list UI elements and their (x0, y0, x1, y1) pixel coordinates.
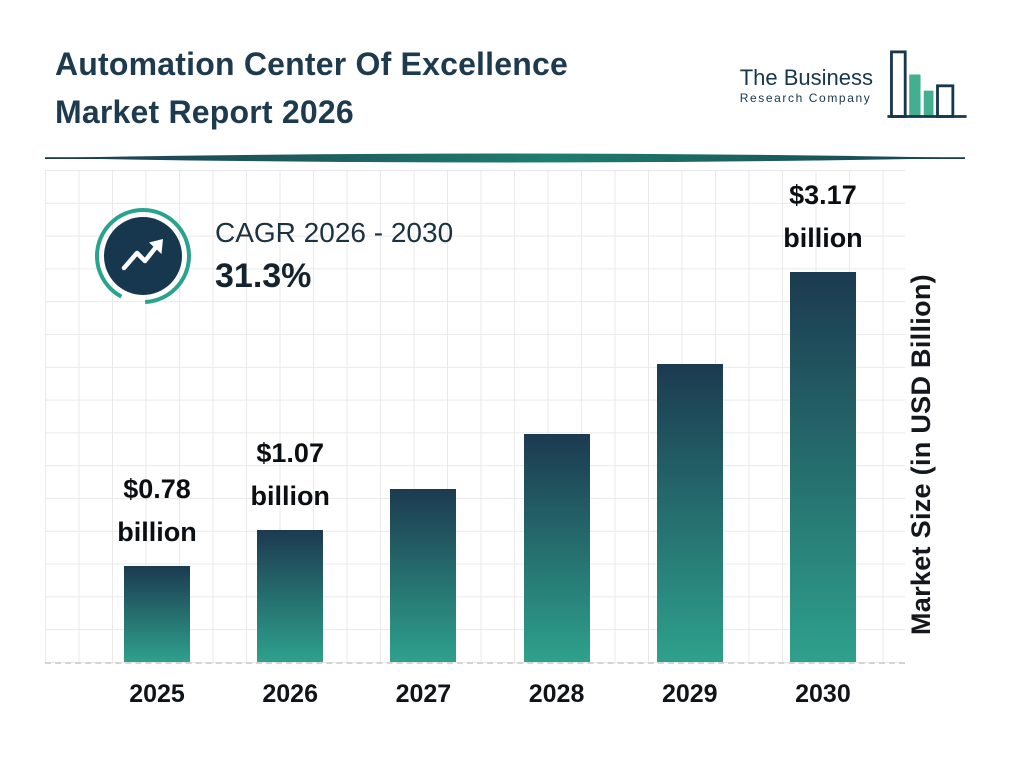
bar-2026 (257, 530, 324, 662)
bar-2025 (124, 566, 190, 662)
x-axis-tick-label: 2028 (528, 680, 585, 708)
bar-2030 (789, 272, 856, 662)
header-divider (45, 153, 965, 163)
bar-group: $3.17 billion 2030 (783, 180, 862, 708)
cagr-block: CAGR 2026 - 2030 31.3% (93, 206, 453, 306)
bar-value-label: $3.17 billion (783, 180, 863, 253)
bar-group: $0.78 billion 2025 (117, 474, 196, 708)
trend-up-icon (95, 208, 191, 304)
logo-company-subname: Research Company (739, 91, 872, 105)
cagr-label: CAGR 2026 - 2030 (215, 216, 454, 248)
y-axis-label: Market Size (in USD Billion) (906, 274, 936, 636)
cagr-text: CAGR 2026 - 2030 31.3% (215, 217, 453, 296)
bar-chart: $0.78 billion 2025 $1.07 billion 2026 2027 2028… (117, 0, 862, 708)
company-logo: The Business Research Company (740, 48, 969, 122)
page-title-line2: Market Report 2026 (55, 94, 354, 130)
x-axis-tick-label: 2027 (395, 680, 452, 708)
bar-2027 (390, 489, 457, 662)
header: Automation Center Of Excellence Market R… (55, 40, 969, 136)
page-title: Automation Center Of Excellence Market R… (55, 40, 568, 136)
x-axis-tick-label: 2025 (129, 680, 185, 708)
bar-2028 (523, 434, 590, 662)
logo-company-name: The Business (739, 65, 873, 90)
bar-chart-logo-icon (887, 50, 967, 118)
x-axis-tick-label: 2029 (661, 680, 718, 708)
bar-value-label: $0.78 billion (117, 474, 197, 547)
x-axis-tick-label: 2030 (795, 680, 851, 708)
logo-text: The Business Research Company (740, 65, 873, 105)
bar-value-label: $1.07 billion (250, 438, 330, 511)
page-title-line1: Automation Center Of Excellence (55, 46, 568, 82)
bar-group: $1.07 billion 2026 (250, 438, 329, 708)
cagr-value: 31.3% (215, 256, 312, 295)
bar-group: 2029 (656, 364, 723, 708)
bar-group: 2027 (390, 489, 457, 708)
bar-group: 2028 (523, 434, 590, 708)
bar-2029 (656, 364, 723, 662)
x-axis-tick-label: 2026 (262, 680, 318, 708)
